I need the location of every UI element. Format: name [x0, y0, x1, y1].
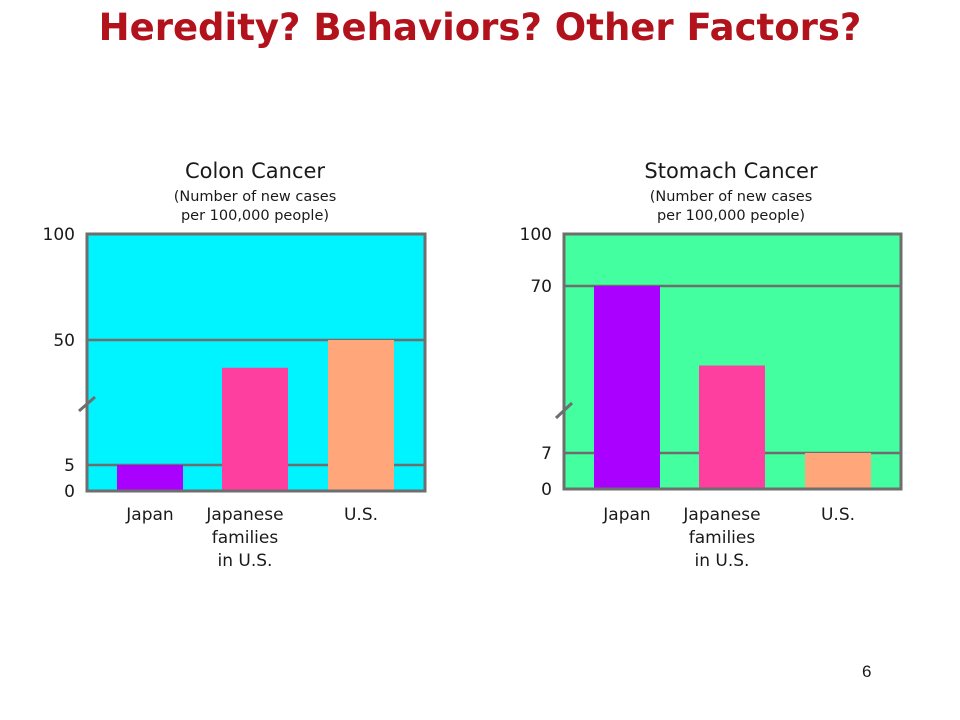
chart-1-bar-1	[117, 465, 183, 491]
chart-2-bar-2	[699, 365, 765, 489]
chart-2-tick-label-0: 0	[541, 480, 552, 500]
chart-1-axis-break-mark	[78, 395, 96, 413]
chart-1-category-label-1: Japan	[125, 505, 173, 525]
chart-1-bar-2	[222, 367, 288, 491]
chart-2-axis-break-mark	[554, 401, 574, 420]
chart-1-category-label-3-line-1: U.S.	[344, 505, 378, 525]
chart-1-tick-label-100: 100	[43, 225, 75, 245]
chart-1-tick-label-0: 0	[64, 482, 75, 502]
chart-2-bar-3	[805, 453, 871, 489]
chart-1-subtitle-line-2: per 100,000 people)	[181, 208, 329, 224]
chart-2-category-label-2: Japanese families in U.S.	[682, 505, 760, 571]
chart-1-tick-label-5: 5	[64, 456, 75, 476]
chart-1-subtitle-line-1: (Number of new cases	[174, 189, 337, 205]
chart-1-tick-label-50: 50	[53, 331, 75, 351]
chart-2-frame	[562, 232, 903, 491]
chart-2-category-label-3-line-1: U.S.	[821, 505, 855, 525]
chart-1-category-label-1-line-1: Japan	[125, 505, 173, 525]
chart-1-category-label-2: Japanese families in U.S.	[205, 505, 283, 571]
chart-2-subtitle-line-1: (Number of new cases	[650, 189, 813, 205]
chart-2-tick-label-7: 7	[541, 444, 552, 464]
chart-1-bar-3	[328, 340, 394, 491]
chart-1-category-label-2-line-3: in U.S.	[218, 551, 273, 571]
chart-2-title: Stomach Cancer	[644, 159, 818, 183]
chart-1-category-label-2-line-2: families	[212, 528, 279, 548]
chart-2-category-label-2-line-3: in U.S.	[695, 551, 750, 571]
chart-2-tick-label-70: 70	[530, 277, 552, 297]
slide-title: Heredity? Behaviors? Other Factors?	[98, 6, 862, 49]
chart-2-tick-label-100: 100	[520, 225, 552, 245]
chart-2-category-label-3: U.S.	[821, 505, 855, 525]
chart-1-title: Colon Cancer	[185, 159, 325, 183]
chart-1-category-label-3: U.S.	[344, 505, 378, 525]
chart-2-category-label-2-line-2: families	[689, 528, 756, 548]
chart-2-bar-1	[594, 286, 660, 489]
chart-2-category-label-1-line-1: Japan	[602, 505, 650, 525]
chart-2-category-label-1: Japan	[602, 505, 650, 525]
chart-1-frame	[85, 232, 427, 493]
page-number: 6	[862, 662, 872, 681]
chart-2-category-label-2-line-1: Japanese	[682, 505, 760, 525]
chart-2-subtitle-line-2: per 100,000 people)	[657, 208, 805, 224]
chart-1-category-label-2-line-1: Japanese	[205, 505, 283, 525]
